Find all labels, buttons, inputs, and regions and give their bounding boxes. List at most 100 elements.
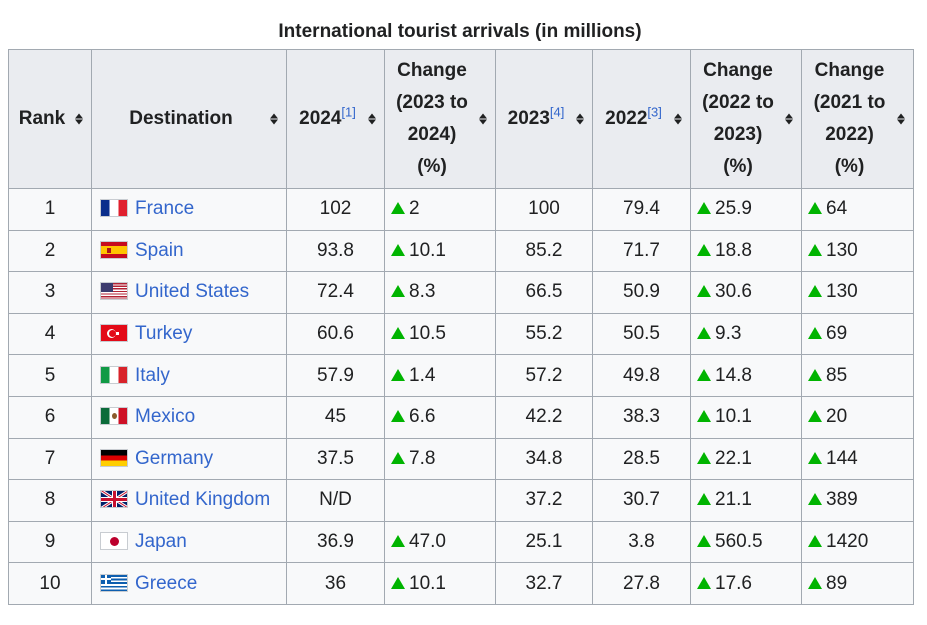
reference-link[interactable]: [4] [549,104,565,120]
table-row: 3 United States 72.4 8.3 66.5 50.9 30.6 130 [8,271,914,314]
arrivals-2023-cell: 100 [495,188,593,231]
usa-flag-icon [100,282,128,301]
arrivals-2023-cell: 34.8 [495,437,593,481]
sort-icon[interactable] [785,113,793,125]
change-2022-2023-cell: 21.1 [690,479,802,522]
column-header-label: Change (2022 to 2023) (%) [702,60,774,177]
arrivals-2022-cell: 27.8 [592,562,691,605]
arrivals-2023-cell: 55.2 [495,312,593,356]
change-2021-2022-cell-value: 85 [826,364,848,386]
column-header-2024[interactable]: 2024[1] [286,49,385,189]
sort-icon[interactable] [479,113,487,125]
rank-cell: 10 [8,562,92,605]
arrivals-2024-cell: N/D [286,479,385,522]
country-link[interactable]: Greece [135,572,198,594]
country-link[interactable]: France [135,198,195,220]
arrivals-2022-cell-value: 28.5 [623,447,660,469]
sort-icon[interactable] [576,113,584,125]
column-header-rank[interactable]: Rank [8,49,92,189]
arrivals-2024-cell-value: 36.9 [317,531,354,553]
arrivals-2023-cell: 66.5 [495,271,593,314]
sort-icon[interactable] [674,113,682,125]
arrivals-2024-cell: 36.9 [286,520,385,564]
sort-icon[interactable] [897,113,905,125]
sort-icon[interactable] [270,113,278,125]
increase-arrow-icon [391,243,405,256]
arrivals-2023-cell-value: 32.7 [525,572,563,594]
country-link[interactable]: United Kingdom [135,489,271,511]
arrivals-2024-cell-value: 36 [324,572,347,594]
change-2022-2023-cell: 9.3 [690,312,802,356]
change-2022-2023-cell: 30.6 [690,271,802,314]
arrivals-2022-cell-value: 49.8 [623,364,660,386]
increase-arrow-icon [697,410,711,423]
arrivals-2023-cell-value: 34.8 [525,447,563,469]
arrivals-2023-cell-value: 42.2 [525,406,563,428]
arrivals-2022-cell: 38.3 [592,395,691,439]
column-header-label: Rank [18,108,66,129]
arrivals-2022-cell: 50.5 [592,312,691,356]
change-2021-2022-cell: 130 [801,271,914,314]
country-link[interactable]: Italy [135,364,170,386]
change-2023-2024-cell-value: 10.1 [409,239,446,261]
arrivals-2024-cell-value: N/D [319,489,352,511]
sort-icon[interactable] [368,113,376,125]
change-2023-2024-cell-value: 47.0 [409,531,446,553]
arrivals-2023-cell-value: 25.1 [525,531,563,553]
arrivals-2023-cell: 25.1 [495,520,593,564]
increase-arrow-icon [808,368,822,381]
destination-cell: Germany [91,437,287,481]
uk-flag-icon [100,490,128,509]
rank-cell: 9 [8,520,92,564]
table-row: 4 Turkey 60.6 10.5 55.2 50.5 9.3 69 [8,312,914,356]
change-2022-2023-cell-value: 10.1 [715,406,752,428]
column-header-2022[interactable]: 2022[3] [592,49,691,189]
table-row: 5 Italy 57.9 1.4 57.2 49.8 14.8 85 [8,354,914,397]
country-link[interactable]: Spain [135,239,184,261]
sort-icon[interactable] [75,113,83,125]
change-2021-2022-cell-value: 130 [826,239,858,261]
table-row: 9 Japan 36.9 47.0 25.1 3.8 560.5 1420 [8,520,914,564]
rank-value: 4 [44,323,56,345]
change-2021-2022-cell: 389 [801,479,914,522]
increase-arrow-icon [808,327,822,340]
reference-link[interactable]: [1] [341,104,356,120]
arrivals-2024-cell: 57.9 [286,354,385,397]
change-2022-2023-cell: 25.9 [690,188,802,231]
arrivals-2024-cell: 37.5 [286,437,385,481]
rank-value: 9 [44,531,56,553]
change-2021-2022-cell: 69 [801,312,914,356]
change-2022-2023-cell: 22.1 [690,437,802,481]
change-2023-2024-cell: 6.6 [384,395,496,439]
arrivals-2024-cell-value: 45 [324,406,347,428]
rank-cell: 4 [8,312,92,356]
change-2023-2024-cell-value: 1.4 [409,364,436,386]
destination-cell: United Kingdom [91,479,287,522]
rank-cell: 6 [8,395,92,439]
column-header-change-2023-2024[interactable]: Change (2023 to 2024) (%) [384,49,496,189]
country-link[interactable]: Germany [135,447,214,469]
country-link[interactable]: Turkey [135,323,193,345]
column-header-destination[interactable]: Destination [91,49,287,189]
column-header-label: Change (2021 to 2022) (%) [813,60,886,177]
arrivals-2022-cell-value: 50.9 [623,281,660,303]
japan-flag-icon [100,532,128,551]
germany-flag-icon [100,448,128,467]
change-2023-2024-cell: 7.8 [384,437,496,481]
arrivals-2023-cell: 37.2 [495,479,593,522]
increase-arrow-icon [808,410,822,423]
arrivals-2024-cell: 36 [286,562,385,605]
increase-arrow-icon [391,535,405,548]
column-header-change-2022-2023[interactable]: Change (2022 to 2023) (%) [690,49,802,189]
column-header-change-2021-2022[interactable]: Change (2021 to 2022) (%) [801,49,914,189]
arrivals-2024-cell-value: 37.5 [317,447,354,469]
rank-cell: 7 [8,437,92,481]
column-header-2023[interactable]: 2023[4] [495,49,593,189]
arrivals-2023-cell: 85.2 [495,229,593,273]
increase-arrow-icon [697,327,711,340]
increase-arrow-icon [808,451,822,464]
country-link[interactable]: Mexico [135,406,196,428]
country-link[interactable]: United States [135,281,250,303]
country-link[interactable]: Japan [135,531,187,553]
reference-link[interactable]: [3] [647,104,662,120]
